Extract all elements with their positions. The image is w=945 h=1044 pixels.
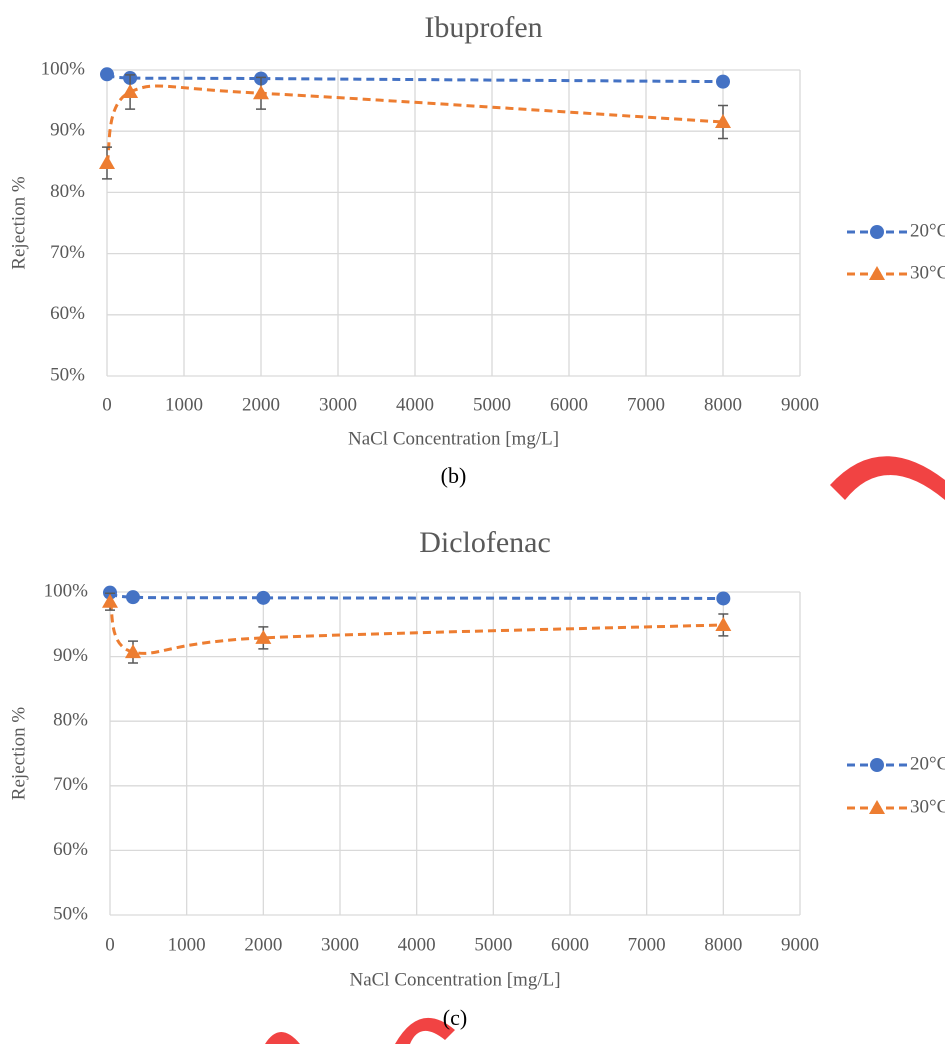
y-tick-label: 70%	[50, 242, 85, 263]
legend-marker	[870, 758, 884, 772]
legend-marker	[869, 800, 885, 814]
marker	[255, 629, 272, 644]
y-tick-label: 50%	[53, 903, 88, 924]
legend-marker	[869, 266, 885, 280]
y-tick-label: 100%	[44, 580, 89, 601]
x-tick-label: 6000	[551, 934, 589, 955]
x-tick-label: 7000	[628, 934, 666, 955]
x-tick-label: 8000	[704, 394, 742, 415]
scribble	[395, 1017, 455, 1044]
x-tick-label: 6000	[550, 394, 588, 415]
y-tick-label: 80%	[53, 710, 88, 731]
y-tick-label: 60%	[50, 303, 85, 324]
x-tick-label: 0	[105, 934, 115, 955]
marker	[126, 590, 140, 605]
series-line	[109, 591, 724, 600]
marker	[716, 591, 731, 606]
x-tick-label: 3000	[321, 934, 359, 955]
scribble	[265, 1032, 300, 1044]
x-tick-label: 2000	[244, 934, 282, 955]
x-tick-label: 9000	[781, 394, 819, 415]
marker	[125, 644, 141, 659]
x-axis-label: NaCl Concentration [mg/L]	[349, 969, 560, 990]
y-tick-label: 80%	[50, 181, 85, 202]
marker	[716, 74, 730, 89]
marker	[100, 67, 114, 82]
chart-title: Diclofenac	[419, 526, 551, 559]
x-tick-label: 5000	[474, 934, 512, 955]
y-tick-label: 60%	[53, 839, 88, 860]
legend-label: 30°C	[910, 796, 945, 817]
y-tick-label: 100%	[41, 58, 86, 79]
y-tick-label: 90%	[53, 645, 88, 666]
x-tick-label: 2000	[242, 394, 280, 415]
x-tick-label: 8000	[704, 934, 742, 955]
marker	[715, 114, 731, 129]
marker	[102, 593, 118, 608]
series-line	[108, 601, 724, 655]
x-axis-label: NaCl Concentration [mg/L]	[348, 428, 559, 449]
x-tick-label: 4000	[398, 934, 436, 955]
marker	[122, 84, 139, 99]
x-tick-label: 0	[102, 394, 112, 415]
marker	[256, 590, 271, 605]
legend-label: 20°C	[910, 220, 945, 241]
marker	[715, 616, 732, 631]
y-tick-label: 50%	[50, 364, 85, 385]
chart-title: Ibuprofen	[424, 11, 542, 44]
x-tick-label: 1000	[165, 394, 203, 415]
legend-label: 20°C	[910, 753, 945, 774]
marker	[99, 155, 115, 170]
y-axis-label: Rejection %	[8, 176, 29, 270]
y-tick-label: 70%	[53, 774, 88, 795]
legend-label: 30°C	[910, 262, 945, 283]
x-tick-label: 4000	[396, 394, 434, 415]
caption: (b)	[441, 463, 467, 488]
y-tick-label: 90%	[50, 120, 85, 141]
x-tick-label: 1000	[168, 934, 206, 955]
x-tick-label: 5000	[473, 394, 511, 415]
x-tick-label: 3000	[319, 394, 357, 415]
x-tick-label: 9000	[781, 934, 819, 955]
y-axis-label: Rejection %	[8, 707, 29, 801]
scribble	[830, 456, 945, 500]
legend-marker	[870, 225, 884, 239]
series-line	[106, 72, 724, 84]
caption: (c)	[443, 1005, 467, 1030]
marker	[253, 85, 269, 100]
x-tick-label: 7000	[627, 394, 665, 415]
